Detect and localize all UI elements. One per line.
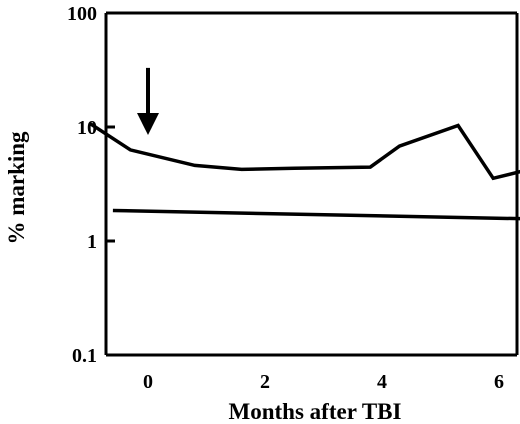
- tick-group: 0.11101000246812: [67, 3, 504, 393]
- plot-frame: [104, 11, 519, 357]
- series-group: [88, 121, 520, 221]
- x-tick-label: 6: [494, 371, 504, 393]
- x-tick-label: 0: [143, 371, 153, 393]
- annotation-group: [137, 67, 159, 136]
- x-axis-title: Months after TBI: [229, 399, 402, 424]
- y-tick-label: 0.1: [72, 345, 97, 367]
- y-tick-label: 10: [77, 117, 97, 139]
- y-axis-title: % marking: [4, 131, 29, 245]
- x-tick-label: 4: [377, 371, 387, 393]
- y-tick-label: 1: [87, 231, 97, 253]
- series-line-2: [112, 208, 520, 221]
- x-tick-label: 2: [260, 371, 270, 393]
- arrow-head: [137, 113, 159, 136]
- series-line-1: [88, 121, 520, 181]
- y-tick-label: 100: [67, 3, 97, 25]
